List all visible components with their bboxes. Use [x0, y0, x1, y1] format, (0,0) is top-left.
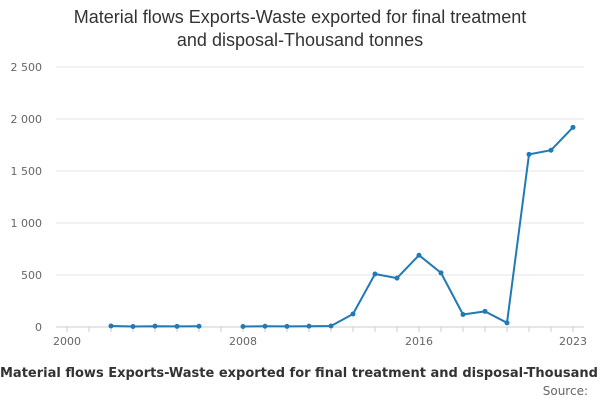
series-line: [242, 126, 574, 328]
data-point: [548, 147, 554, 153]
data-point: [152, 323, 158, 329]
y-tick-label: 0: [35, 321, 42, 334]
series-layer: [108, 124, 576, 329]
data-point: [262, 323, 268, 329]
data-point: [438, 270, 444, 276]
data-point: [174, 323, 180, 329]
y-tick-label: 1 000: [11, 217, 43, 230]
data-point: [416, 252, 422, 258]
data-point: [108, 323, 114, 329]
data-point: [526, 151, 532, 157]
data-point: [394, 275, 400, 281]
x-tick-label: 2008: [229, 335, 257, 348]
axis-layer: 0 500 1 000 1 500 2 000 2 500 2000 2008 2016 2023: [11, 61, 588, 348]
data-point: [196, 323, 202, 329]
data-point: [570, 124, 576, 130]
y-tick-label: 2 000: [11, 113, 43, 126]
x-tick-label: 2016: [405, 335, 433, 348]
data-point: [284, 323, 290, 329]
y-tick-label: 1 500: [11, 165, 43, 178]
x-tick-label: 2023: [559, 335, 587, 348]
data-point: [328, 323, 334, 329]
x-tick-label: 2000: [53, 335, 81, 348]
chart-title: Material flows Exports-Waste exported fo…: [73, 7, 527, 50]
y-tick-label: 2 500: [11, 61, 43, 74]
data-point: [240, 323, 246, 329]
data-point: [130, 323, 136, 329]
grid-layer: [56, 66, 584, 276]
data-point: [504, 320, 510, 326]
y-tick-label: 500: [21, 269, 42, 282]
data-point: [460, 312, 466, 318]
data-point: [306, 323, 312, 329]
x-axis-title: Material flows Exports-Waste exported fo…: [0, 366, 600, 381]
source-label: Source:: [542, 384, 588, 398]
data-point: [372, 271, 378, 277]
data-point: [482, 308, 488, 314]
data-point: [350, 311, 356, 317]
